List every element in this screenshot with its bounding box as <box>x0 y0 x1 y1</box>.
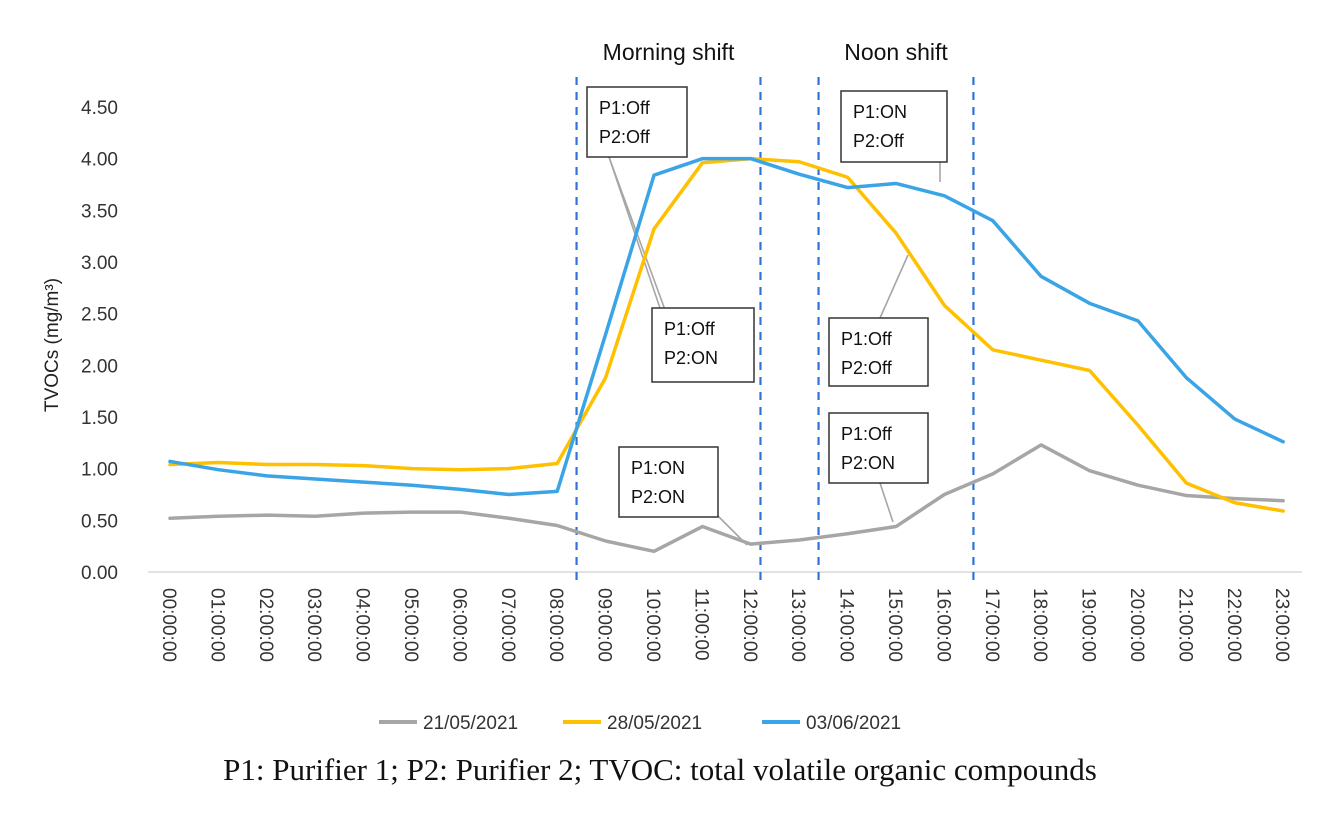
legend-label: 03/06/2021 <box>806 713 901 734</box>
x-tick-label: 22:00:00 <box>1223 588 1244 662</box>
x-tick-label: 06:00:00 <box>448 588 469 662</box>
x-tick-label: 08:00:00 <box>545 588 566 662</box>
x-tick-label: 07:00:00 <box>497 588 518 662</box>
series-line-21/05/2021 <box>168 443 1285 554</box>
shift-label: Noon shift <box>844 39 948 65</box>
annotation-box-border <box>840 90 948 163</box>
y-tick-label: 1.00 <box>81 460 118 481</box>
shift-label: Morning shift <box>603 39 735 65</box>
x-tick-label: 18:00:00 <box>1029 588 1050 662</box>
x-tick-label: 10:00:00 <box>642 588 663 662</box>
tvoc-line-chart: TVOCs (mg/m³) Morning shift Noon shift P1… <box>42 39 1302 734</box>
x-tick-label: 17:00:00 <box>981 588 1002 662</box>
y-tick-label: 2.50 <box>81 305 118 326</box>
figure-caption: P1: Purifier 1; P2: Purifier 2; TVOC: to… <box>223 752 1097 787</box>
x-tick-label: 09:00:00 <box>594 588 615 662</box>
annotation-text-p2: P2:Off <box>853 131 905 151</box>
y-tick-label: 0.00 <box>81 563 118 584</box>
x-tick-label: 02:00:00 <box>255 588 276 662</box>
annotation-text-p2: P2:Off <box>841 358 893 378</box>
x-tick-label: 14:00:00 <box>836 588 857 662</box>
annotation-text-p1: P1:ON <box>853 102 907 122</box>
annotation-box: P1:Off P2:Off <box>828 317 929 387</box>
annotation-box-border <box>651 307 755 383</box>
x-tick-label: 01:00:00 <box>206 588 227 662</box>
x-tick-label: 04:00:00 <box>352 588 373 662</box>
annotation-leader-line <box>879 254 909 319</box>
annotation-leader-line <box>879 482 894 523</box>
y-tick-label: 4.50 <box>81 98 118 119</box>
x-tick-label: 00:00:00 <box>158 588 179 662</box>
annotation-text-p1: P1:ON <box>631 458 685 478</box>
x-tick-label: 23:00:00 <box>1271 588 1292 662</box>
annotation-box: P1:ON P2:ON <box>618 446 719 518</box>
x-tick-label: 05:00:00 <box>400 588 421 662</box>
annotation-box: P1:Off P2:ON <box>651 307 755 383</box>
y-tick-label: 3.00 <box>81 253 118 274</box>
x-tick-label: 19:00:00 <box>1078 588 1099 662</box>
x-tick-label: 03:00:00 <box>303 588 324 662</box>
annotation-text-p2: P2:ON <box>631 487 685 507</box>
annotation-box: P1:Off P2:Off <box>586 86 688 158</box>
y-tick-label: 2.00 <box>81 356 118 377</box>
annotation-text-p2: P2:ON <box>841 453 895 473</box>
x-tick-label: 11:00:00 <box>690 588 711 661</box>
series-line-03/06/2021 <box>168 156 1285 497</box>
x-tick-label: 20:00:00 <box>1126 588 1147 662</box>
legend-label: 21/05/2021 <box>423 713 518 734</box>
x-tick-label: 13:00:00 <box>787 588 808 662</box>
x-tick-label: 15:00:00 <box>884 588 905 662</box>
annotation-box-border <box>618 446 719 518</box>
x-tick-label: 12:00:00 <box>739 588 760 662</box>
annotation-box-border <box>828 412 929 484</box>
annotation-text-p1: P1:Off <box>841 424 893 444</box>
annotation-text-p1: P1:Off <box>599 98 651 118</box>
annotation-box-border <box>586 86 688 158</box>
annotation-text-p2: P2:Off <box>599 127 651 147</box>
annotation-text-p1: P1:Off <box>841 329 893 349</box>
x-tick-label: 16:00:00 <box>932 588 953 662</box>
y-tick-label: 4.00 <box>81 150 118 171</box>
y-axis-label: TVOCs (mg/m³) <box>42 278 63 412</box>
series-line-28/05/2021 <box>168 156 1285 513</box>
annotation-box-border <box>828 317 929 387</box>
annotation-box: P1:ON P2:Off <box>840 90 948 163</box>
legend-label: 28/05/2021 <box>607 713 702 734</box>
y-tick-label: 0.50 <box>81 511 118 532</box>
annotation-text-p1: P1:Off <box>664 319 716 339</box>
annotation-text-p2: P2:ON <box>664 348 718 368</box>
y-tick-label: 1.50 <box>81 408 118 429</box>
annotation-box: P1:Off P2:ON <box>828 412 929 484</box>
x-tick-label: 21:00:00 <box>1174 588 1195 662</box>
y-tick-label: 3.50 <box>81 201 118 222</box>
